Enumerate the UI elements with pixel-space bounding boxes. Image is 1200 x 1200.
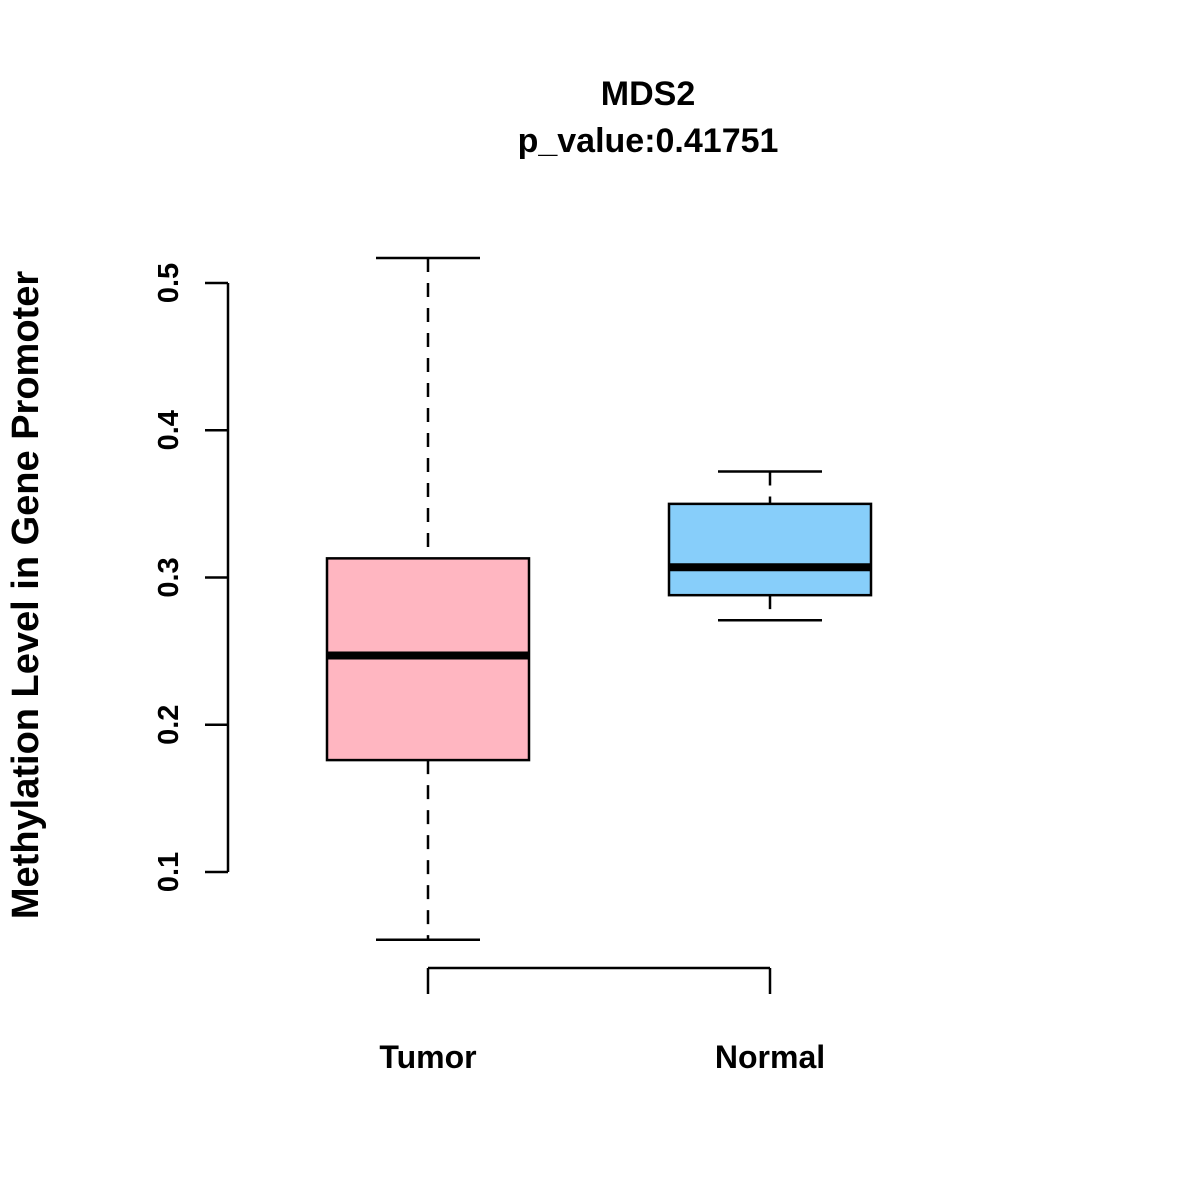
y-tick-label: 0.1 bbox=[153, 852, 185, 892]
y-tick-label: 0.2 bbox=[153, 705, 185, 745]
category-label-tumor: Tumor bbox=[379, 1039, 476, 1075]
chart-title: MDS2 bbox=[601, 75, 695, 113]
plot-area: 0.1 0.2 0.3 0.4 0.5 Tumor Normal bbox=[153, 256, 873, 1075]
box-normal bbox=[667, 502, 873, 597]
y-tick-label: 0.5 bbox=[153, 263, 185, 303]
chart-subtitle: p_value:0.41751 bbox=[518, 122, 779, 160]
y-tick-label: 0.3 bbox=[153, 557, 185, 597]
y-tick-label: 0.4 bbox=[153, 410, 185, 450]
category-label-normal: Normal bbox=[715, 1039, 825, 1075]
y-axis-label: Methylation Level in Gene Promoter bbox=[5, 271, 47, 919]
